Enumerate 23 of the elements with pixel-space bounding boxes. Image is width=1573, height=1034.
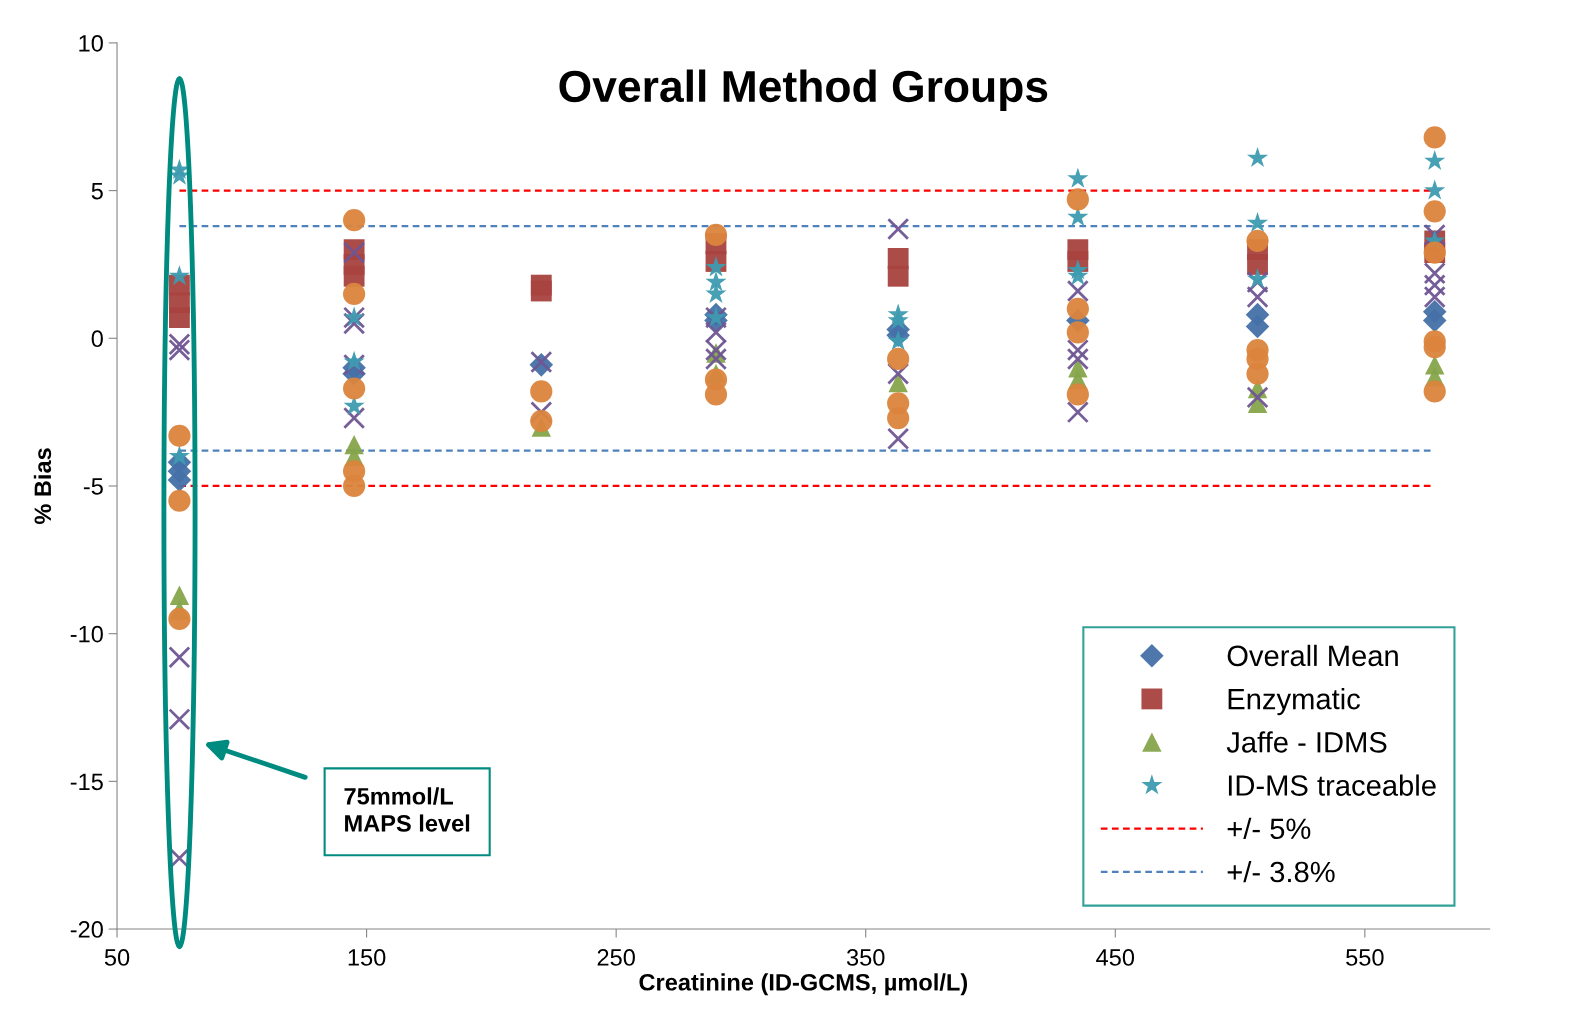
y-tick-label: -15 bbox=[70, 773, 103, 791]
annotation: 75mmol/L MAPS level bbox=[344, 787, 470, 832]
x-tick-label: 350 bbox=[846, 949, 885, 966]
legend-label: Overall Mean bbox=[1227, 644, 1398, 667]
x-tick-label: 50 bbox=[104, 949, 130, 966]
y-tick-label: -20 bbox=[70, 921, 103, 938]
legend-label: Jaffe - IDMS bbox=[1226, 731, 1387, 753]
legend-label: +/- 5% bbox=[1227, 817, 1311, 840]
y-tick-label: 0 bbox=[91, 330, 103, 348]
legend-label: Enzymatic bbox=[1228, 687, 1361, 716]
legend-label: +/- 3.8% bbox=[1227, 860, 1335, 883]
legend-label: ID-MS traceable bbox=[1228, 774, 1436, 796]
x-tick-label: 250 bbox=[597, 949, 635, 966]
y-axis-title: % Bias bbox=[33, 448, 52, 525]
y-tick-label: 10 bbox=[79, 34, 103, 52]
y-tick-label: -10 bbox=[70, 625, 103, 643]
x-tick-label: 450 bbox=[1096, 949, 1135, 966]
x-axis-title: Creatinine (ID-GCMS, µmol/L) bbox=[639, 973, 968, 996]
x-tick-label: 550 bbox=[1346, 949, 1384, 966]
x-tick-label: 150 bbox=[348, 949, 386, 966]
y-tick-label: 5 bbox=[91, 182, 103, 200]
y-tick-label: -5 bbox=[83, 478, 103, 495]
text: Overall Method Groups bbox=[559, 69, 1048, 111]
